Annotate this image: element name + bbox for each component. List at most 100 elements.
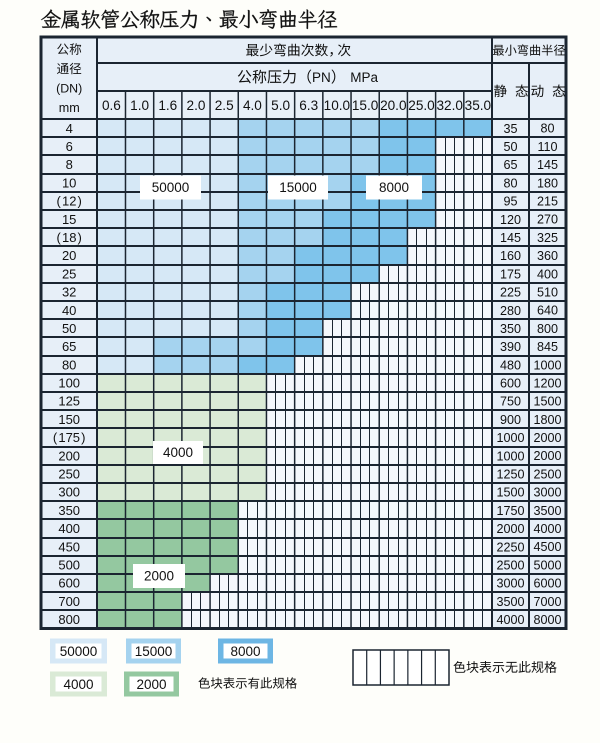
svg-text:7000: 7000 <box>533 595 561 609</box>
svg-text:150: 150 <box>58 412 80 427</box>
svg-text:2500: 2500 <box>533 467 561 481</box>
svg-text:1.0: 1.0 <box>130 98 149 113</box>
svg-text:1500: 1500 <box>496 486 524 500</box>
svg-text:35.0: 35.0 <box>465 98 492 113</box>
svg-text:( 18 ): ( 18 ) <box>57 230 82 245</box>
svg-text:2.5: 2.5 <box>215 98 234 113</box>
svg-text:900: 900 <box>500 413 521 427</box>
svg-text:50: 50 <box>62 321 76 336</box>
svg-text:2000: 2000 <box>533 431 561 445</box>
svg-text:32: 32 <box>62 285 76 300</box>
svg-text:50000: 50000 <box>152 180 190 195</box>
svg-text:1200: 1200 <box>533 376 561 390</box>
svg-text:1750: 1750 <box>496 504 524 518</box>
svg-text:145: 145 <box>537 158 558 172</box>
svg-text:125: 125 <box>58 394 80 409</box>
svg-text:600: 600 <box>500 377 521 391</box>
svg-text:4: 4 <box>66 121 73 136</box>
svg-text:8000: 8000 <box>379 180 409 195</box>
svg-text:( 12 ): ( 12 ) <box>57 194 82 209</box>
svg-text:2000: 2000 <box>533 449 561 463</box>
svg-text:6: 6 <box>66 139 73 154</box>
svg-text:( 175 ): ( 175 ) <box>53 430 86 445</box>
svg-text:80: 80 <box>62 357 76 372</box>
svg-text:845: 845 <box>537 340 558 354</box>
svg-text:4.0: 4.0 <box>243 98 262 113</box>
svg-text:400: 400 <box>58 521 80 536</box>
svg-text:32.0: 32.0 <box>436 98 463 113</box>
svg-text:750: 750 <box>500 395 521 409</box>
svg-text:80: 80 <box>540 122 554 136</box>
svg-text:4000: 4000 <box>533 522 561 536</box>
svg-text:65: 65 <box>503 158 517 172</box>
svg-text:3000: 3000 <box>496 577 524 591</box>
svg-text:4000: 4000 <box>496 613 524 627</box>
svg-text:600: 600 <box>58 576 80 591</box>
svg-text:25: 25 <box>62 266 76 281</box>
svg-text:225: 225 <box>500 286 521 300</box>
svg-text:0.6: 0.6 <box>102 98 121 113</box>
svg-text:120: 120 <box>500 213 521 227</box>
svg-text:400: 400 <box>537 267 558 281</box>
svg-text:35: 35 <box>503 122 517 136</box>
svg-text:65: 65 <box>62 339 76 354</box>
svg-text:1000: 1000 <box>533 358 561 372</box>
svg-text:360: 360 <box>537 249 558 263</box>
svg-text:1.6: 1.6 <box>158 98 177 113</box>
svg-text:8000: 8000 <box>230 644 260 659</box>
svg-text:25.0: 25.0 <box>408 98 435 113</box>
svg-text:4000: 4000 <box>163 445 193 460</box>
svg-text:175: 175 <box>500 267 521 281</box>
svg-text:2000: 2000 <box>496 522 524 536</box>
svg-text:250: 250 <box>58 467 80 482</box>
svg-text:300: 300 <box>58 485 80 500</box>
svg-text:350: 350 <box>58 503 80 518</box>
svg-text:700: 700 <box>58 594 80 609</box>
svg-text:200: 200 <box>58 448 80 463</box>
svg-text:15000: 15000 <box>279 180 317 195</box>
svg-text:10: 10 <box>62 175 76 190</box>
svg-text:500: 500 <box>58 558 80 573</box>
svg-text:4500: 4500 <box>533 540 561 554</box>
svg-text:3500: 3500 <box>533 504 561 518</box>
svg-text:5000: 5000 <box>533 558 561 572</box>
svg-text:80: 80 <box>503 176 517 190</box>
svg-text:15000: 15000 <box>135 644 173 659</box>
svg-text:100: 100 <box>58 376 80 391</box>
svg-text:40: 40 <box>62 303 76 318</box>
svg-text:145: 145 <box>500 231 521 245</box>
svg-text:160: 160 <box>500 249 521 263</box>
svg-text:20.0: 20.0 <box>380 98 407 113</box>
svg-text:800: 800 <box>537 322 558 336</box>
svg-text:8: 8 <box>66 157 73 172</box>
svg-text:640: 640 <box>537 304 558 318</box>
svg-text:2000: 2000 <box>144 569 174 584</box>
svg-text:1800: 1800 <box>533 413 561 427</box>
svg-text:1250: 1250 <box>496 468 524 482</box>
svg-text:110: 110 <box>537 140 557 154</box>
svg-text:50000: 50000 <box>60 644 98 659</box>
svg-text:800: 800 <box>58 612 80 627</box>
svg-text:270: 270 <box>537 213 558 227</box>
svg-text:4000: 4000 <box>63 677 93 692</box>
svg-text:mm: mm <box>59 101 80 115</box>
svg-text:1000: 1000 <box>496 431 524 445</box>
svg-text:215: 215 <box>537 195 558 209</box>
svg-text:20: 20 <box>62 248 76 263</box>
svg-text:10.0: 10.0 <box>324 98 351 113</box>
svg-text:8000: 8000 <box>533 613 561 627</box>
svg-text:95: 95 <box>503 195 517 209</box>
svg-text:180: 180 <box>537 176 558 190</box>
svg-text:6.3: 6.3 <box>299 98 318 113</box>
svg-text:50: 50 <box>503 140 517 154</box>
svg-text:15.0: 15.0 <box>352 98 379 113</box>
svg-text:5.0: 5.0 <box>271 98 290 113</box>
svg-text:510: 510 <box>537 286 558 300</box>
svg-text:450: 450 <box>58 539 80 554</box>
svg-text:(DN): (DN) <box>56 81 82 95</box>
svg-text:325: 325 <box>537 231 558 245</box>
svg-text:3500: 3500 <box>496 595 524 609</box>
svg-text:350: 350 <box>500 322 521 336</box>
svg-text:1500: 1500 <box>533 395 561 409</box>
svg-text:2.0: 2.0 <box>187 98 206 113</box>
